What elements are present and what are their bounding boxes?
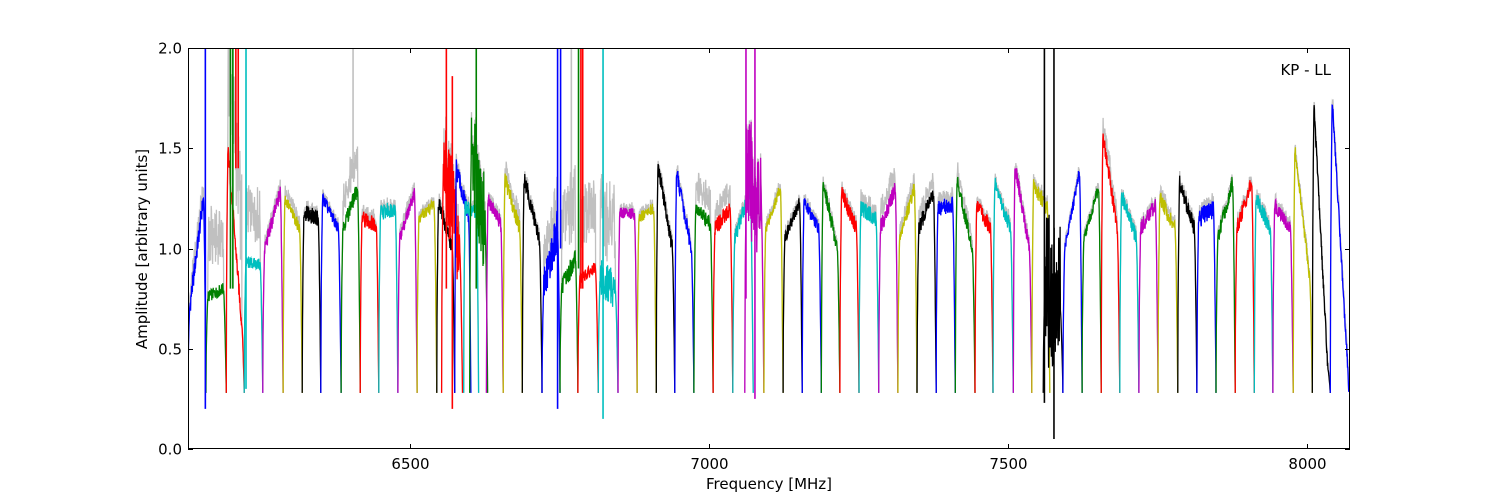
x-axis-label: Frequency [MHz] (706, 475, 832, 493)
window-trace-shadow (992, 173, 1014, 393)
window-trace (188, 196, 207, 393)
window-trace (782, 198, 803, 393)
window-trace (559, 250, 579, 393)
window-trace (617, 207, 638, 393)
window-trace (1196, 201, 1217, 393)
y-tick-label: 1.5 (158, 140, 182, 158)
window-trace (693, 204, 714, 393)
window-trace (916, 190, 937, 393)
window-trace (1215, 176, 1236, 393)
window-trace (1311, 105, 1331, 393)
window-trace (378, 202, 399, 393)
window-trace (205, 283, 227, 393)
window-trace-shadow (597, 173, 619, 393)
window-trace-shadow (878, 168, 899, 393)
window-trace (485, 194, 504, 393)
window-trace (1100, 133, 1121, 393)
y-tick-label: 0.0 (158, 441, 182, 459)
x-tick-label: 7500 (989, 455, 1027, 473)
axis-ticks: 6500 7000 7500 8000 0.0 0.5 1.0 1.5 2.0 (158, 40, 1350, 473)
window-trace (1272, 197, 1294, 393)
window-trace (820, 182, 841, 393)
window-trace-shadow (712, 183, 734, 393)
window-trace-shadow (340, 146, 361, 393)
window-trace (1157, 192, 1179, 393)
window-trace (1042, 214, 1064, 393)
window-trace (502, 173, 523, 393)
window-trace (1177, 175, 1198, 393)
annotation-label: KP - LL (1280, 61, 1331, 79)
window-trace (954, 176, 976, 393)
y-tick-label: 0.5 (158, 341, 182, 359)
window-trace (897, 183, 918, 393)
x-tick-label: 8000 (1288, 455, 1326, 473)
window-trace (1031, 179, 1051, 393)
window-trace (636, 203, 657, 393)
window-trace (243, 255, 264, 393)
window-trace (359, 211, 380, 393)
window-trace (712, 203, 734, 393)
window-trace-shadow (693, 172, 714, 393)
window-trace (1234, 180, 1255, 393)
window-trace (878, 182, 899, 393)
window-trace (1329, 104, 1350, 393)
window-trace (282, 195, 303, 393)
window-trace (674, 170, 695, 393)
window-trace (597, 260, 619, 393)
y-axis-label: Amplitude [arbitrary units] (133, 149, 151, 349)
x-tick-label: 7000 (690, 455, 728, 473)
window-trace (521, 173, 543, 393)
window-trace (262, 186, 284, 393)
window-trace-shadow (359, 204, 380, 393)
window-trace (454, 159, 472, 393)
window-trace (1062, 170, 1083, 393)
x-tick-label: 6500 (391, 455, 429, 473)
window-trace (655, 163, 676, 393)
window-trace (320, 192, 342, 393)
window-trace (301, 205, 322, 393)
spectrum-traces (188, 48, 1350, 439)
window-trace-shadow (559, 165, 579, 393)
y-tick-label: 2.0 (158, 40, 182, 58)
window-trace (974, 200, 994, 393)
window-trace (225, 147, 245, 393)
window-trace (1012, 168, 1033, 393)
window-trace (469, 117, 489, 393)
window-trace (1081, 188, 1102, 393)
window-trace (1119, 192, 1140, 393)
window-trace-shadow (521, 171, 543, 393)
window-trace (763, 187, 784, 393)
window-trace (839, 186, 860, 393)
window-trace (416, 198, 438, 393)
window-trace (858, 201, 880, 393)
window-trace (1253, 195, 1274, 393)
window-trace-shadow (1100, 117, 1121, 393)
window-trace (340, 186, 361, 393)
window-trace (397, 188, 418, 393)
window-trace (801, 198, 822, 393)
plot-frame (188, 48, 1350, 449)
window-trace (992, 177, 1014, 393)
window-trace-shadow (243, 185, 264, 393)
y-tick-label: 1.0 (158, 241, 182, 259)
window-trace-shadow (916, 173, 937, 393)
window-trace (935, 196, 956, 393)
window-trace-shadow (205, 205, 227, 393)
window-trace-shadow (502, 161, 523, 393)
window-trace-shadow (954, 162, 976, 393)
window-trace (1138, 199, 1159, 393)
window-trace (1292, 147, 1313, 393)
